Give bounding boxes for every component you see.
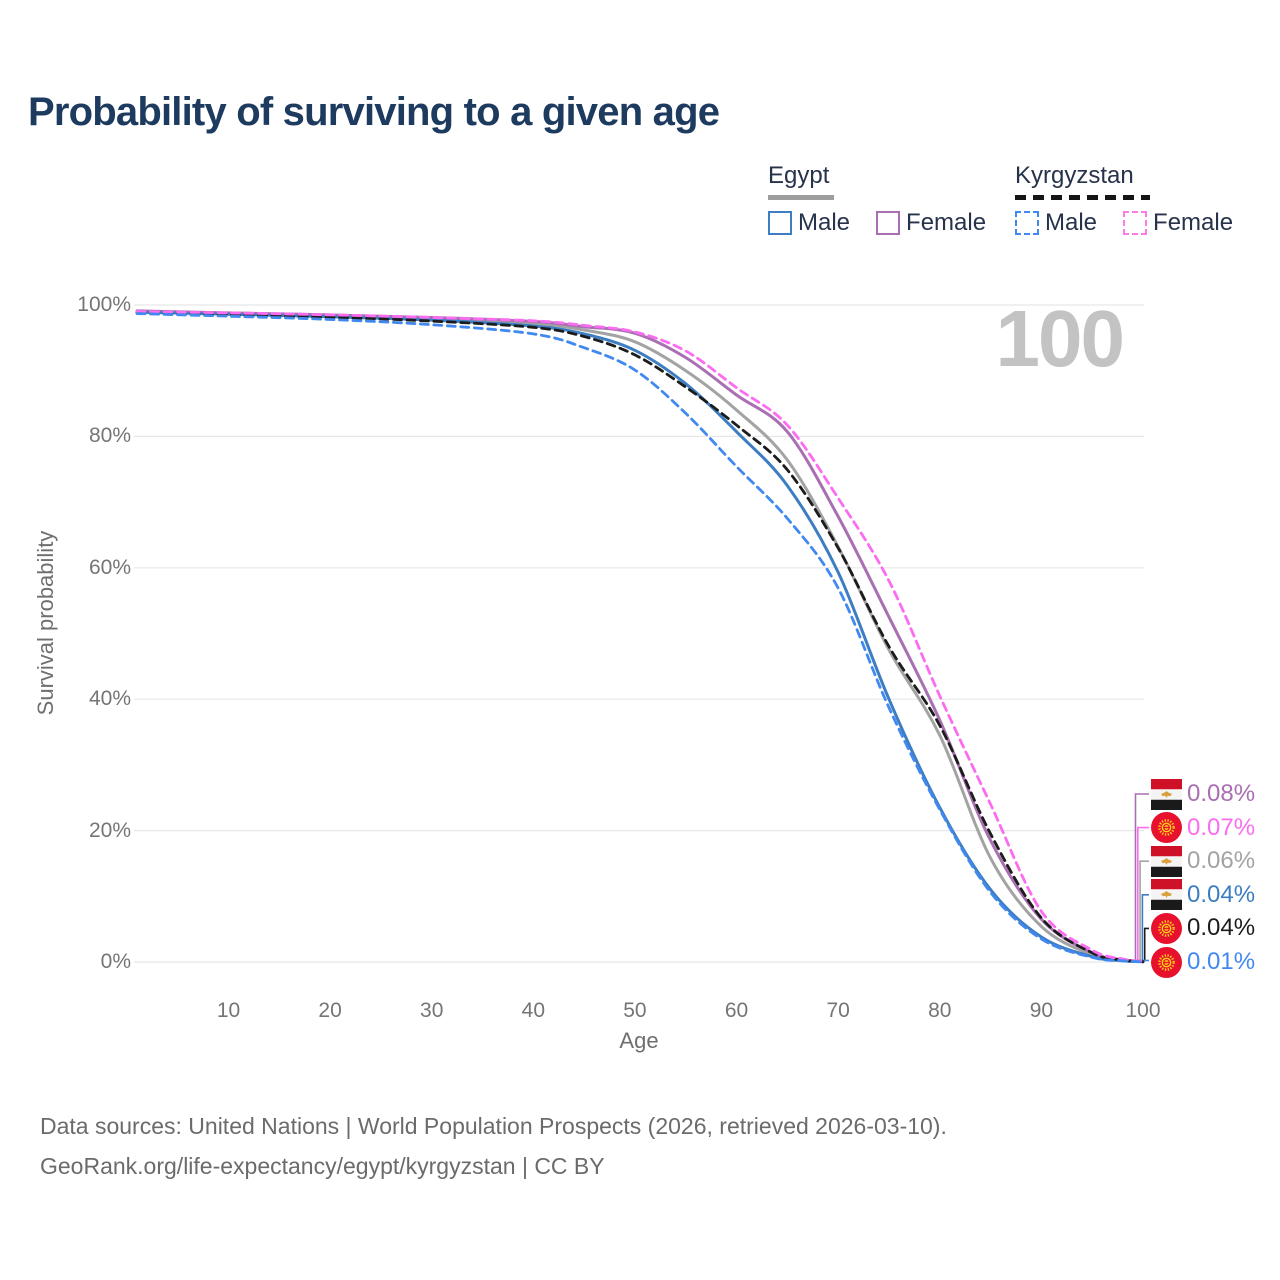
end-label-connector [1143,927,1149,962]
end-label-row-kyrgyzstan-both: 0.04% [1151,912,1256,944]
end-label-connector [1141,894,1149,962]
legend-label-egypt-female[interactable]: Female [906,209,987,236]
curve-kyrgyzstan-male [135,312,1145,964]
legend-header-egypt[interactable]: Egypt [768,162,830,189]
y-tick-label: 0% [100,950,131,973]
footer-data-sources: Data sources: United Nations | World Pop… [40,1113,947,1139]
curve-kyrgyzstan-both [135,311,1145,964]
egypt-flag-icon [1151,778,1182,810]
legend-group-kyrgyzstan: Kyrgyzstan Male Female [1015,162,1253,237]
egypt-flag-icon [1151,845,1182,877]
y-tick-label: 100% [77,293,131,316]
x-tick-label: 100 [1125,999,1161,1022]
legend-swatch-kyrgyzstan-female[interactable] [1123,211,1148,235]
end-label-value: 0.07% [1187,813,1256,841]
x-tick-label: 90 [1029,999,1054,1022]
end-label-row-kyrgyzstan-male: 0.01% [1151,946,1256,978]
age-cursor-watermark: 100 [995,294,1125,383]
end-label-connector [1139,860,1149,962]
legend-label-kyrgyzstan-female[interactable]: Female [1153,209,1234,236]
x-tick-label: 80 [928,999,952,1022]
x-tick-label: 70 [826,999,850,1022]
end-label-row-egypt-male: 0.04% [1151,879,1256,911]
y-tick-label: 20% [88,818,131,842]
end-label-value: 0.04% [1187,914,1256,942]
legend-label-kyrgyzstan-male[interactable]: Male [1045,209,1098,236]
x-tick-label: 50 [623,999,647,1022]
y-axis-title: Survival probability [33,530,58,716]
curve-egypt-male [135,310,1145,964]
kyrgyzstan-flag-icon [1151,912,1182,944]
end-label-value: 0.06% [1187,847,1256,875]
end-label-connector [1134,793,1149,962]
legend-header-kyrgyzstan[interactable]: Kyrgyzstan [1015,162,1134,189]
curve-egypt-female [135,309,1145,963]
legend-swatch-egypt-female[interactable] [876,211,901,235]
footer-url: GeoRank.org/life-expectancy/egypt/kyrgyz… [40,1153,605,1179]
legend-underline-egypt [768,195,834,200]
end-label-value: 0.08% [1187,780,1256,807]
y-tick-label: 80% [88,424,131,448]
curve-kyrgyzstan-female [135,310,1145,963]
end-label-connector [1137,826,1149,962]
x-tick-label: 30 [420,999,444,1022]
legend-swatch-kyrgyzstan-male[interactable] [1015,211,1039,235]
chart-footer: Data sources: United Nations | World Pop… [40,1106,947,1186]
x-tick-label: 10 [216,999,241,1022]
legend-swatch-egypt-male[interactable] [768,211,792,235]
page-title: Probability of surviving to a given age [28,90,720,134]
x-tick-label: 60 [724,999,749,1022]
y-tick-label: 40% [88,687,131,711]
legend-label-egypt-male[interactable]: Male [798,209,851,236]
end-label-value: 0.04% [1187,880,1256,908]
end-label-row-egypt-both: 0.06% [1151,845,1256,877]
end-label-row-kyrgyzstan-female: 0.07% [1151,812,1256,844]
curve-egypt-both [135,310,1145,964]
kyrgyzstan-flag-icon [1151,946,1182,978]
end-label-value: 0.01% [1187,948,1256,975]
x-tick-label: 40 [521,999,545,1022]
y-tick-label: 60% [88,555,131,579]
kyrgyzstan-flag-icon [1151,812,1182,844]
legend-group-egypt: Egypt Male Female [768,162,1006,237]
end-label-row-egypt-female: 0.08% [1151,778,1256,810]
legend-underline-kyrgyzstan [1015,195,1150,200]
x-axis-title: Age [619,1028,659,1053]
x-tick-label: 20 [318,999,342,1022]
egypt-flag-icon [1151,879,1182,911]
